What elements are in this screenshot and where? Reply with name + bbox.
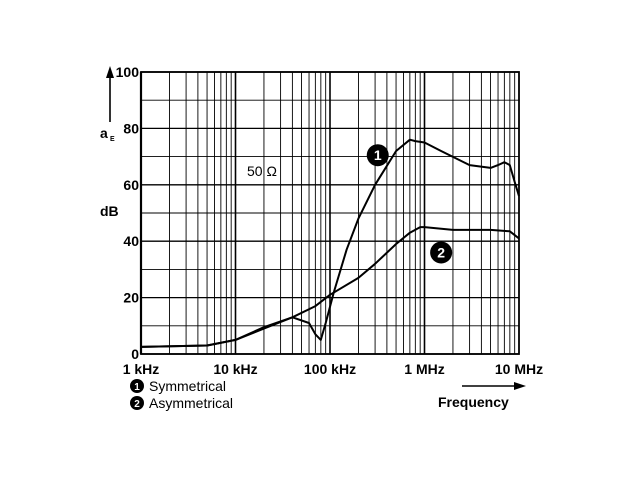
series-marker-2 [430,241,453,264]
y-tick-label: 40 [123,233,139,249]
x-tick-label: 100 kHz [304,361,356,377]
y-axis-symbol: a [100,125,108,141]
legend-marker-1 [130,379,144,393]
y-axis-label: dB [100,203,119,219]
y-axis-symbol-subscript: E [110,136,115,143]
y-tick-label: 60 [123,177,139,193]
series-lines [140,138,520,348]
legend-entry-label: Asymmetrical [149,395,233,411]
legend-marker-label: 1 [134,382,140,393]
series-line-asymmetrical [140,226,520,348]
x-tick-label: 1 kHz [123,361,160,377]
legend-entry-label: Symmetrical [149,378,226,394]
y-tick-label: 80 [123,120,139,136]
y-tick-label: 20 [123,290,139,306]
x-tick-label: 1 MHz [404,361,444,377]
x-axis-label: Frequency [438,394,509,410]
x-tick-label: 10 kHz [213,361,257,377]
labels: a E dB Frequency 50 Ω 0 20 40 60 80 100 1 kHz 1… [100,64,543,411]
impedance-annotation: 50 Ω [247,163,277,179]
x-axis-arrow-head [514,382,526,390]
x-tick-label: 10 MHz [495,361,543,377]
legend-marker-2 [130,396,144,410]
series-marker-1 [366,144,389,167]
grid [106,66,526,390]
series-marker-label: 1 [374,147,382,163]
y-axis-arrow-head [106,66,114,78]
y-tick-label: 100 [116,64,140,80]
series-marker-label: 2 [437,244,445,260]
y-tick-label: 0 [131,346,139,362]
legend-marker-label: 2 [134,399,140,410]
